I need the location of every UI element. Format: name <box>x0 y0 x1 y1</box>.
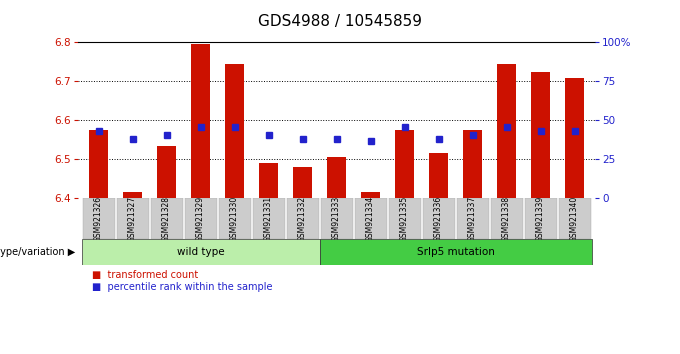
Bar <box>252 198 284 239</box>
Text: Srlp5 mutation: Srlp5 mutation <box>417 247 494 257</box>
Bar <box>259 163 278 198</box>
Bar <box>157 146 176 198</box>
Bar <box>293 167 312 198</box>
Text: GDS4988 / 10545859: GDS4988 / 10545859 <box>258 14 422 29</box>
Bar <box>191 45 210 198</box>
Text: ■  percentile rank within the sample: ■ percentile rank within the sample <box>92 282 272 292</box>
Bar <box>82 239 320 265</box>
Bar <box>395 130 414 198</box>
Bar <box>524 198 556 239</box>
Bar <box>463 130 482 198</box>
Bar <box>185 198 216 239</box>
Text: genotype/variation ▶: genotype/variation ▶ <box>0 247 75 257</box>
Bar <box>355 198 386 239</box>
Bar <box>531 72 550 198</box>
Bar <box>429 154 448 198</box>
Bar <box>320 198 352 239</box>
Bar <box>565 78 584 198</box>
Bar <box>89 130 108 198</box>
Text: GSM921333: GSM921333 <box>332 195 341 242</box>
Bar <box>287 198 318 239</box>
Text: GSM921335: GSM921335 <box>400 195 409 242</box>
Text: wild type: wild type <box>177 247 224 257</box>
Text: GSM921329: GSM921329 <box>196 195 205 242</box>
Bar <box>225 64 244 198</box>
Text: GSM921332: GSM921332 <box>298 195 307 242</box>
Bar <box>150 198 182 239</box>
Bar <box>490 198 522 239</box>
Bar <box>422 198 454 239</box>
Text: GSM921338: GSM921338 <box>502 195 511 242</box>
Bar <box>320 239 592 265</box>
Text: GSM921339: GSM921339 <box>536 195 545 242</box>
Bar <box>83 198 114 239</box>
Text: GSM921336: GSM921336 <box>434 195 443 242</box>
Text: GSM921340: GSM921340 <box>570 195 579 242</box>
Bar <box>117 198 148 239</box>
Text: GSM921331: GSM921331 <box>264 195 273 242</box>
Bar <box>361 193 380 198</box>
Bar <box>123 193 142 198</box>
Bar <box>218 198 250 239</box>
Bar <box>558 198 590 239</box>
Text: GSM921327: GSM921327 <box>128 195 137 242</box>
Text: ■  transformed count: ■ transformed count <box>92 270 198 280</box>
Bar <box>456 198 488 239</box>
Bar <box>327 158 346 198</box>
Text: GSM921328: GSM921328 <box>162 196 171 241</box>
Text: GSM921337: GSM921337 <box>468 195 477 242</box>
Text: GSM921330: GSM921330 <box>230 195 239 242</box>
Text: GSM921326: GSM921326 <box>94 195 103 242</box>
Bar <box>497 64 516 198</box>
Bar <box>388 198 420 239</box>
Text: GSM921334: GSM921334 <box>366 195 375 242</box>
